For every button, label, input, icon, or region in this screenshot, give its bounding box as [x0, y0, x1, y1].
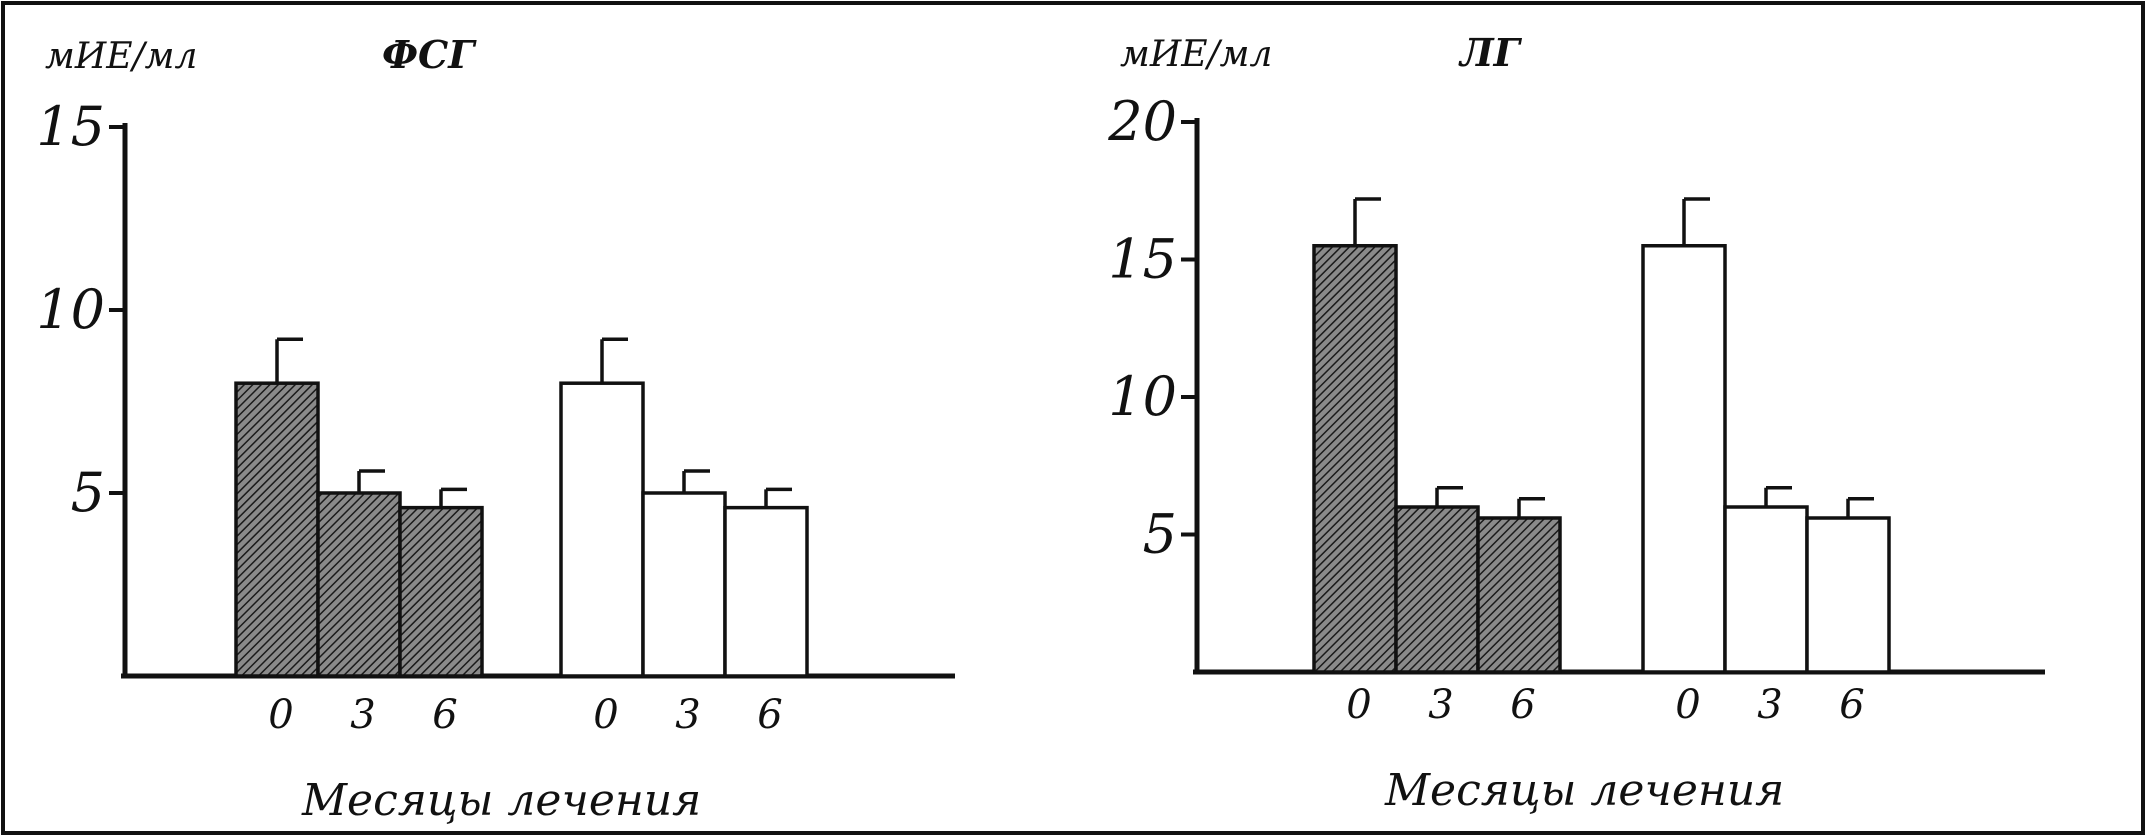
bar: [234, 381, 320, 678]
x-tick-label: 3: [1428, 682, 1453, 728]
y-tick-label: 15: [36, 95, 105, 158]
x-tick-label: 0: [593, 692, 618, 738]
x-axis-label: Месяцы лечения: [301, 775, 701, 826]
x-tick-label: 6: [757, 692, 782, 738]
x-ticks: 0 3 6 0 3 6: [1346, 682, 1864, 728]
x-ticks: 0 3 6 0 3 6: [268, 692, 782, 738]
bar: [1641, 244, 1727, 674]
bar: [559, 381, 645, 678]
bar: [1394, 505, 1480, 674]
bar: [723, 505, 809, 678]
x-tick-label: 0: [1675, 682, 1700, 728]
y-ticks: 5 10 15 20: [1107, 90, 1197, 566]
panel-lh: мИЕ/мл ЛГ 5 10 15 20 0 3 6 0 3 6 Месяцы лечения: [1107, 30, 2045, 816]
bar: [1312, 244, 1398, 674]
bar: [316, 491, 402, 678]
bar: [641, 491, 727, 678]
y-unit-label: мИЕ/мл: [1120, 34, 1272, 75]
bars: [234, 337, 809, 678]
x-tick-label: 3: [350, 692, 375, 738]
chart-title: ФСГ: [382, 32, 477, 77]
y-tick-label: 5: [1143, 503, 1177, 566]
y-unit-label: мИЕ/мл: [45, 36, 197, 77]
panel-fsh: мИЕ/мл ФСГ 5 10 15 0 3 6 0 3 6 Месяцы лечения: [36, 32, 955, 826]
bar: [1476, 516, 1562, 674]
x-tick-label: 6: [432, 692, 457, 738]
y-tick-label: 20: [1107, 90, 1177, 153]
x-tick-label: 6: [1839, 682, 1864, 728]
x-tick-label: 0: [1346, 682, 1371, 728]
bars: [1312, 197, 1891, 674]
bar: [1805, 516, 1891, 674]
y-ticks: 5 10 15: [36, 95, 125, 524]
y-tick-label: 5: [71, 461, 105, 524]
y-tick-label: 10: [36, 278, 105, 341]
bar: [1723, 505, 1809, 674]
y-tick-label: 10: [1108, 365, 1177, 428]
y-tick-label: 15: [1108, 228, 1177, 291]
chart-title: ЛГ: [1458, 30, 1523, 75]
x-tick-label: 3: [675, 692, 700, 738]
x-tick-label: 3: [1757, 682, 1782, 728]
x-axis-label: Месяцы лечения: [1384, 765, 1784, 816]
x-tick-label: 6: [1510, 682, 1535, 728]
x-tick-label: 0: [268, 692, 293, 738]
bar: [398, 505, 484, 678]
